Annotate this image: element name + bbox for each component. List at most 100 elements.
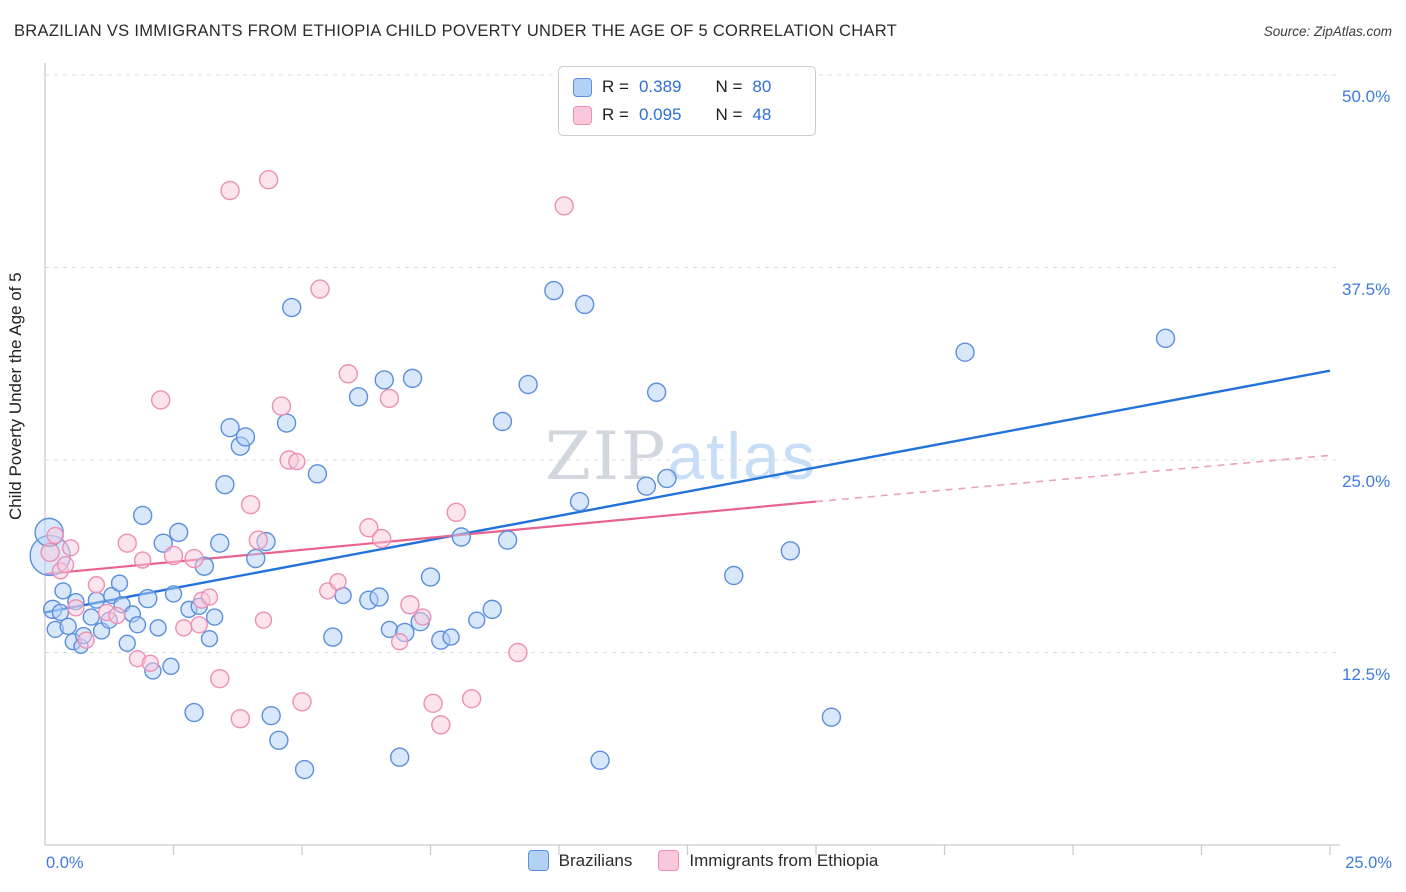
point-brazilians xyxy=(307,464,328,484)
point-immigrants-from-ethiopia xyxy=(254,611,273,629)
point-immigrants-from-ethiopia xyxy=(220,180,240,201)
point-brazilians xyxy=(276,413,297,433)
point-brazilians xyxy=(184,702,204,723)
point-brazilians xyxy=(492,411,513,432)
point-brazilians xyxy=(210,533,230,553)
point-immigrants-from-ethiopia xyxy=(240,494,261,515)
point-immigrants-from-ethiopia xyxy=(108,606,126,625)
point-brazilians xyxy=(590,750,610,770)
point-brazilians xyxy=(51,603,70,622)
r-label: R = xyxy=(602,105,629,124)
ethiopia-swatch xyxy=(573,105,592,125)
point-immigrants-from-ethiopia xyxy=(67,599,85,617)
point-immigrants-from-ethiopia xyxy=(40,542,60,563)
y-axis-tick-label: 25.0% xyxy=(1342,472,1391,491)
brazilians-swatch xyxy=(573,77,592,97)
x-axis-max-label: 25.0% xyxy=(1345,854,1392,872)
point-immigrants-from-ethiopia xyxy=(390,633,409,651)
r-value-brazilians: 0.389 xyxy=(638,77,682,96)
point-brazilians xyxy=(497,530,518,550)
point-brazilians xyxy=(164,585,183,603)
point-brazilians xyxy=(200,629,219,648)
point-brazilians xyxy=(138,588,158,609)
point-brazilians xyxy=(569,491,590,512)
point-immigrants-from-ethiopia xyxy=(329,572,347,591)
point-brazilians xyxy=(153,533,173,553)
point-immigrants-from-ethiopia xyxy=(414,608,432,626)
page-title: BRAZILIAN VS IMMIGRANTS FROM ETHIOPIA CH… xyxy=(14,22,898,40)
legend-row-brazilians: R = 0.389 N = 80 xyxy=(573,77,801,97)
brazilians-swatch xyxy=(527,850,549,871)
point-brazilians xyxy=(215,474,235,495)
r-value-ethiopia: 0.095 xyxy=(638,105,682,124)
point-brazilians xyxy=(294,759,315,780)
y-axis-tick-label: 37.5% xyxy=(1342,279,1391,299)
point-brazilians xyxy=(468,611,486,629)
source-link[interactable]: Source: ZipAtlas.com xyxy=(1263,24,1392,39)
trend-line-immigrants-from-ethiopia-extrapolated- xyxy=(815,454,1331,503)
point-brazilians xyxy=(482,599,502,620)
point-immigrants-from-ethiopia xyxy=(292,692,312,712)
point-immigrants-from-ethiopia xyxy=(359,518,379,538)
point-immigrants-from-ethiopia xyxy=(150,390,171,410)
point-brazilians xyxy=(544,280,564,301)
n-value-ethiopia: 48 xyxy=(752,105,772,124)
r-label: R = xyxy=(602,77,629,96)
point-immigrants-from-ethiopia xyxy=(431,715,451,735)
point-brazilians xyxy=(235,427,256,447)
point-immigrants-from-ethiopia xyxy=(379,388,400,409)
x-axis-min-label: 0.0% xyxy=(46,854,84,872)
point-brazilians xyxy=(451,527,472,547)
y-axis-tick-label: 12.5% xyxy=(1342,664,1391,684)
point-brazilians xyxy=(246,548,266,569)
point-brazilians xyxy=(323,627,343,647)
point-immigrants-from-ethiopia xyxy=(77,631,95,649)
ethiopia-swatch xyxy=(658,850,680,871)
point-immigrants-from-ethiopia xyxy=(338,364,358,384)
point-brazilians xyxy=(821,707,842,727)
point-brazilians xyxy=(374,370,394,390)
point-immigrants-from-ethiopia xyxy=(371,528,392,549)
point-immigrants-from-ethiopia xyxy=(200,588,219,606)
point-immigrants-from-ethiopia xyxy=(133,551,152,569)
correlation-legend: R = 0.389 N = 80 R = 0.095 N = 48 xyxy=(558,66,816,136)
point-brazilians xyxy=(389,747,410,767)
point-brazilians xyxy=(220,417,240,438)
point-brazilians xyxy=(369,587,389,607)
point-brazilians xyxy=(162,657,180,676)
point-immigrants-from-ethiopia xyxy=(117,533,137,553)
y-axis-tick-label: 50.0% xyxy=(1342,87,1391,106)
legend-label-ethiopia: Immigrants from Ethiopia xyxy=(689,850,879,870)
point-brazilians xyxy=(657,468,677,489)
point-brazilians xyxy=(128,616,147,634)
n-label: N = xyxy=(715,77,743,96)
trend-line-brazilians xyxy=(44,369,1331,614)
point-immigrants-from-ethiopia xyxy=(271,396,292,416)
point-immigrants-from-ethiopia xyxy=(210,668,230,689)
point-brazilians xyxy=(646,382,667,402)
point-brazilians xyxy=(261,705,281,726)
point-brazilians xyxy=(54,582,72,600)
point-immigrants-from-ethiopia xyxy=(461,689,482,709)
point-brazilians xyxy=(955,342,975,362)
point-immigrants-from-ethiopia xyxy=(163,545,184,566)
point-brazilians xyxy=(420,567,441,587)
point-brazilians xyxy=(205,608,224,626)
point-immigrants-from-ethiopia xyxy=(87,576,106,594)
point-immigrants-from-ethiopia xyxy=(61,539,80,557)
point-brazilians xyxy=(780,541,800,561)
point-immigrants-from-ethiopia xyxy=(190,616,208,634)
point-brazilians xyxy=(82,608,100,626)
point-immigrants-from-ethiopia xyxy=(184,548,204,569)
legend-row-ethiopia: R = 0.095 N = 48 xyxy=(573,105,801,125)
point-immigrants-from-ethiopia xyxy=(230,709,251,729)
n-label: N = xyxy=(715,105,743,124)
point-brazilians xyxy=(269,730,289,750)
point-brazilians xyxy=(282,297,302,318)
point-brazilians xyxy=(636,476,657,496)
point-immigrants-from-ethiopia xyxy=(446,502,466,523)
point-brazilians xyxy=(110,574,129,592)
